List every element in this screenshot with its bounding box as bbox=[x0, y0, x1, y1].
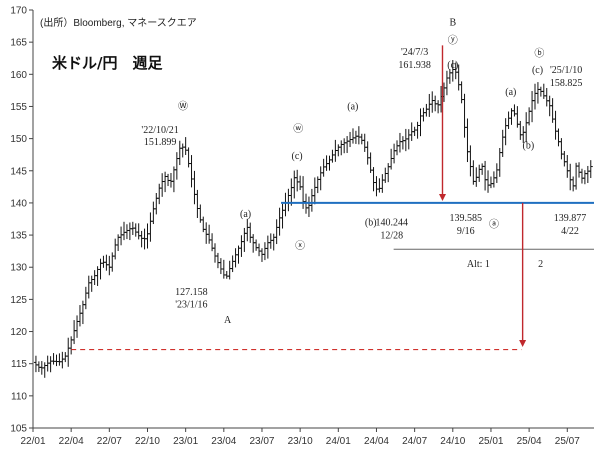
x-tick-label: 24/10 bbox=[440, 436, 465, 447]
x-tick-label: 23/01 bbox=[173, 436, 198, 447]
chart-annotation: 4/22 bbox=[561, 226, 579, 237]
chart-annotation: 139.585 bbox=[450, 213, 483, 224]
chart-annotation: ⓧ bbox=[295, 240, 305, 252]
chart-annotation: B bbox=[449, 17, 456, 28]
overlays bbox=[71, 45, 594, 351]
chart-annotation: ⓨ bbox=[448, 34, 458, 46]
x-tick-label: 22/04 bbox=[59, 436, 84, 447]
x-tick-label: 25/07 bbox=[555, 436, 580, 447]
y-tick-label: 130 bbox=[10, 263, 27, 274]
chart-annotation: (a) bbox=[505, 87, 516, 98]
chart-annotation: 140.244 bbox=[375, 217, 408, 228]
chart-annotation: Alt: 1 bbox=[467, 259, 490, 270]
x-tick-label: 24/07 bbox=[402, 436, 427, 447]
y-tick-label: 145 bbox=[10, 166, 27, 177]
chart-annotation: (a) bbox=[347, 102, 358, 113]
y-tick-label: 115 bbox=[11, 359, 27, 370]
y-tick-label: 155 bbox=[10, 102, 27, 113]
chart-annotation: (a) bbox=[240, 209, 251, 220]
chart-annotation: ⓦ bbox=[293, 123, 303, 135]
chart-annotation: 158.825 bbox=[550, 78, 583, 89]
chart-annotation: 139.877 bbox=[554, 213, 587, 224]
y-tick-label: 170 bbox=[10, 6, 27, 17]
x-tick-label: 22/10 bbox=[135, 436, 160, 447]
y-tick-label: 165 bbox=[10, 38, 27, 49]
chart-annotation: (c) bbox=[447, 60, 458, 71]
y-tick-label: 135 bbox=[10, 231, 27, 242]
arrow-head bbox=[519, 339, 527, 347]
chart-annotation: 12/28 bbox=[380, 230, 403, 241]
y-tick-label: 110 bbox=[11, 391, 27, 402]
x-tick-label: 25/01 bbox=[478, 436, 503, 447]
chart-title: 米ドル/円 週足 bbox=[52, 54, 163, 72]
arrow-head bbox=[438, 193, 446, 201]
chart-annotation: '22/10/21 bbox=[141, 125, 178, 136]
chart-annotation: (c) bbox=[532, 65, 543, 76]
y-tick-label: 140 bbox=[10, 198, 27, 209]
y-tick-label: 120 bbox=[10, 327, 27, 338]
y-tick-label: 150 bbox=[10, 134, 27, 145]
chart-annotation: (b) bbox=[365, 217, 377, 228]
chart-annotation: '24/7/3 bbox=[401, 47, 428, 58]
chart-annotation: ⓑ bbox=[534, 47, 544, 59]
x-tick-label: 22/07 bbox=[97, 436, 122, 447]
x-tick-label: 23/07 bbox=[249, 436, 274, 447]
chart-annotation: ⓐ bbox=[489, 218, 499, 230]
x-tick-label: 23/10 bbox=[288, 436, 313, 447]
chart-annotation: '25/1/10 bbox=[550, 65, 582, 76]
chart-annotation: 161.938 bbox=[398, 60, 431, 71]
source-note: (出所）Bloomberg, マネースクエア bbox=[40, 16, 197, 29]
y-tick-label: 125 bbox=[10, 295, 27, 306]
chart-annotation: '23/1/16 bbox=[175, 300, 207, 311]
chart-annotation: (c) bbox=[292, 151, 303, 162]
axes: 105 110 115 120 125 130 135 140 145 150 155 160 165 1… bbox=[10, 6, 594, 447]
x-tick-label: 24/01 bbox=[326, 436, 351, 447]
chart-annotation: Ⓦ bbox=[178, 101, 188, 113]
chart-annotation: (b) bbox=[523, 140, 535, 151]
chart-annotation: 9/16 bbox=[457, 226, 475, 237]
chart-annotation: 151.899 bbox=[144, 137, 177, 148]
x-tick-label: 24/04 bbox=[364, 436, 389, 447]
price-marks bbox=[33, 60, 593, 378]
y-tick-label: 160 bbox=[10, 70, 27, 81]
chart-annotation: 2 bbox=[538, 259, 543, 270]
x-tick-label: 22/01 bbox=[20, 436, 45, 447]
chart-annotation: A bbox=[224, 315, 232, 326]
x-tick-label: 23/04 bbox=[211, 436, 236, 447]
y-tick-label: 105 bbox=[10, 424, 27, 435]
x-tick-label: 25/04 bbox=[517, 436, 542, 447]
chart-annotation: 127.158 bbox=[175, 287, 208, 298]
